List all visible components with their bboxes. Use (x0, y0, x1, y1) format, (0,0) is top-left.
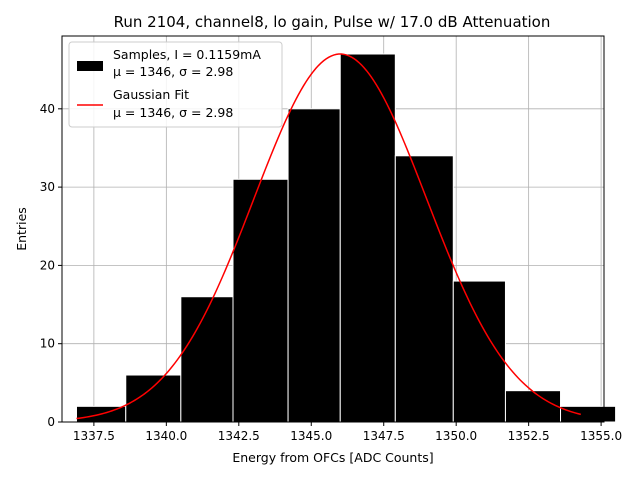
x-tick-label-7: 1355.0 (580, 429, 622, 443)
legend-fit-label: Gaussian Fit (113, 87, 189, 102)
x-tick-label-3: 1345.0 (290, 429, 332, 443)
legend-histogram-label: Samples, I = 0.1159mA (113, 47, 261, 62)
x-tick-label-6: 1352.5 (508, 429, 550, 443)
y-tick-label-0: 0 (47, 415, 55, 429)
y-tick-label-3: 30 (40, 180, 55, 194)
x-tick-label-0: 1337.5 (73, 429, 115, 443)
histogram-bar-2 (180, 296, 234, 423)
chart-title: Run 2104, channel8, lo gain, Pulse w/ 17… (114, 13, 551, 31)
x-axis-label: Energy from OFCs [ADC Counts] (232, 450, 433, 465)
histogram-bar-9 (560, 405, 617, 423)
histogram-bar-6 (394, 155, 454, 423)
gaussian-fit-curve (76, 53, 581, 420)
legend-histogram-swatch (77, 61, 103, 71)
histogram-bar-3 (232, 178, 289, 423)
histogram-bar-8 (504, 390, 562, 423)
histogram-bar-4 (287, 108, 341, 423)
x-tick-label-1: 1340.0 (145, 429, 187, 443)
y-tick-label-4: 40 (40, 102, 55, 116)
histogram-bars (75, 53, 617, 423)
plot-frame (61, 35, 605, 423)
legend: Samples, I = 0.1159mA μ = 1346, σ = 2.98… (68, 41, 283, 128)
histogram-bar-1 (125, 374, 182, 423)
x-tick-label-5: 1350.0 (435, 429, 477, 443)
y-tick-label-2: 20 (40, 258, 55, 272)
y-axis-label: Entries (14, 207, 29, 251)
legend-fit-stats: μ = 1346, σ = 2.98 (113, 105, 233, 120)
x-tick-label-2: 1342.5 (218, 429, 260, 443)
x-tick-label-4: 1347.5 (363, 429, 405, 443)
legend-box (68, 41, 283, 128)
y-axis-ticks: 0 10 20 30 40 (40, 102, 62, 429)
legend-histogram-stats: μ = 1346, σ = 2.98 (113, 64, 233, 79)
y-tick-label-1: 10 (40, 337, 55, 351)
x-axis-ticks: 1337.5 1340.0 1342.5 1345.0 1347.5 1350.0 1352… (73, 422, 622, 443)
histogram-bar-5 (339, 53, 396, 423)
